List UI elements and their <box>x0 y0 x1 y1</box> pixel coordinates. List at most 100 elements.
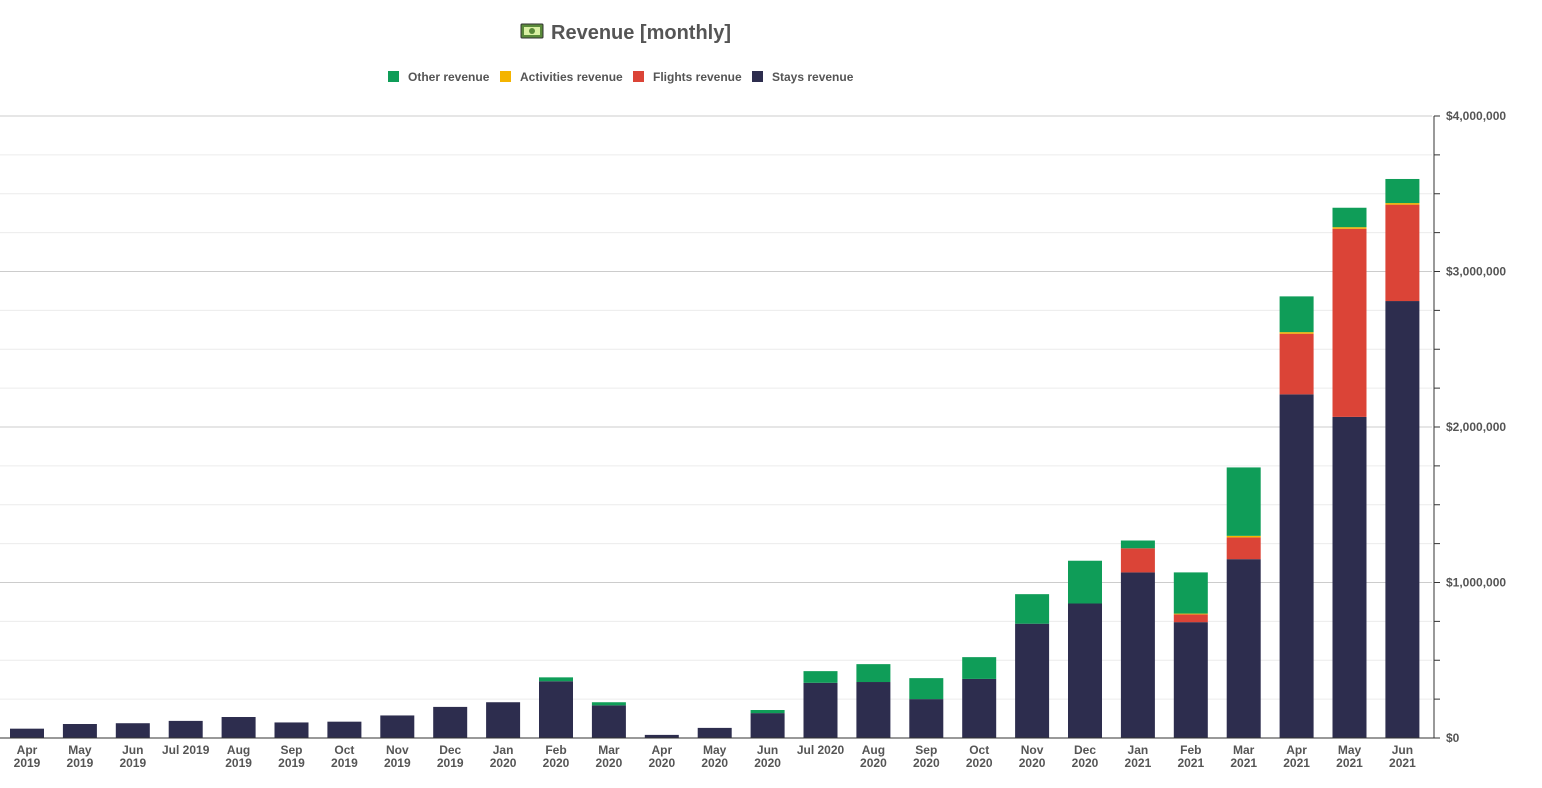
y-tick-label: $3,000,000 <box>1446 265 1506 279</box>
bar-segment-stays-revenue[interactable] <box>1120 572 1155 738</box>
bar-segment-flights-revenue[interactable] <box>1226 537 1261 560</box>
bar-segment-other-revenue[interactable] <box>909 678 944 700</box>
bar-segment-other-revenue[interactable] <box>1279 296 1314 333</box>
bar-segment-stays-revenue[interactable] <box>1226 559 1261 738</box>
legend-swatch <box>633 71 644 82</box>
bar-segment-stays-revenue[interactable] <box>62 724 97 738</box>
bar-segment-stays-revenue[interactable] <box>221 717 256 738</box>
bar-segment-stays-revenue[interactable] <box>856 682 891 738</box>
bar-segment-stays-revenue[interactable] <box>750 713 785 738</box>
bars <box>10 178 1420 738</box>
bar-segment-other-revenue[interactable] <box>962 657 997 679</box>
bar-segment-other-revenue[interactable] <box>1015 594 1050 624</box>
bar-segment-other-revenue[interactable] <box>1226 467 1261 536</box>
legend-item-activities-revenue[interactable]: Activities revenue <box>500 70 623 84</box>
bar-segment-stays-revenue[interactable] <box>1279 394 1314 738</box>
x-tick-label: Jan 2021 <box>1125 743 1152 770</box>
x-tick-label: Jul 2020 <box>797 743 845 757</box>
x-tick-label: Aug 2019 <box>225 743 252 770</box>
bar-segment-stays-revenue[interactable] <box>539 681 573 738</box>
bar-segment-stays-revenue[interactable] <box>274 722 309 738</box>
x-tick-label: Dec 2019 <box>437 743 464 770</box>
x-tick-label: Nov 2019 <box>384 743 411 770</box>
x-tick-label: Apr 2020 <box>648 743 675 770</box>
bar-segment-activities-revenue[interactable] <box>1226 535 1261 538</box>
x-tick-label: Jun 2021 <box>1389 743 1416 770</box>
legend-item-other-revenue[interactable]: Other revenue <box>388 70 490 84</box>
bar-segment-flights-revenue[interactable] <box>1385 204 1420 302</box>
bar-segment-other-revenue[interactable] <box>856 664 891 683</box>
bar-segment-stays-revenue[interactable] <box>486 702 521 738</box>
bar-segment-flights-revenue[interactable] <box>1332 228 1367 417</box>
bar-segment-other-revenue[interactable] <box>591 702 626 706</box>
bar-segment-other-revenue[interactable] <box>1385 178 1420 204</box>
bar-segment-other-revenue[interactable] <box>1332 207 1367 228</box>
bar-segment-flights-revenue[interactable] <box>1279 333 1314 395</box>
bar-segment-stays-revenue[interactable] <box>380 715 415 738</box>
x-tick-label: Sep 2020 <box>913 743 940 770</box>
legend-label: Other revenue <box>408 70 490 84</box>
x-tick-label: Oct 2020 <box>966 743 993 770</box>
legend-swatch <box>500 71 511 82</box>
legend-item-stays-revenue[interactable]: Stays revenue <box>752 70 854 84</box>
legend-label: Activities revenue <box>520 70 623 84</box>
x-tick-label: Apr 2019 <box>14 743 41 770</box>
bar-segment-activities-revenue[interactable] <box>1332 227 1367 229</box>
bar-segment-activities-revenue[interactable] <box>1279 332 1314 334</box>
bar-segment-stays-revenue[interactable] <box>1015 623 1050 738</box>
x-tick-label: May 2019 <box>67 743 94 770</box>
x-tick-label: Dec 2020 <box>1072 743 1099 770</box>
bar-segment-other-revenue[interactable] <box>750 710 785 714</box>
x-tick-label: Sep 2019 <box>278 743 305 770</box>
bar-segment-other-revenue[interactable] <box>1068 560 1102 604</box>
bar-segment-stays-revenue[interactable] <box>1385 301 1420 738</box>
y-tick-label: $1,000,000 <box>1446 576 1506 590</box>
bar-segment-other-revenue[interactable] <box>1173 572 1208 614</box>
bar-segment-stays-revenue[interactable] <box>1068 603 1102 738</box>
x-tick-label: Feb 2020 <box>543 743 570 770</box>
bar-segment-stays-revenue[interactable] <box>168 720 203 738</box>
bar-segment-stays-revenue[interactable] <box>909 699 944 738</box>
bar-segment-stays-revenue[interactable] <box>962 678 997 738</box>
y-tick-label: $2,000,000 <box>1446 420 1506 434</box>
bar-segment-flights-revenue[interactable] <box>1173 614 1208 623</box>
bar-segment-stays-revenue[interactable] <box>803 682 838 738</box>
y-axis: $0 $1,000,000 $2,000,000 $3,000,000 $4,000,0… <box>1433 109 1506 745</box>
legend-item-flights-revenue[interactable]: Flights revenue <box>633 70 742 84</box>
bar-segment-stays-revenue[interactable] <box>115 723 150 738</box>
bar-segment-other-revenue[interactable] <box>1120 540 1155 549</box>
legend-swatch <box>752 71 763 82</box>
legend-label: Stays revenue <box>772 70 854 84</box>
x-axis: Apr 2019 May 2019 Jun 2019 Jul 2019 Aug 2019 Sep 2… <box>0 737 1434 770</box>
legend: Other revenue Activities revenue Flights r… <box>388 70 854 84</box>
bar-segment-flights-revenue[interactable] <box>1120 548 1155 573</box>
chart-title: Revenue [monthly] <box>551 22 731 44</box>
legend-label: Flights revenue <box>653 70 742 84</box>
y-tick-label: $4,000,000 <box>1446 109 1506 123</box>
bar-segment-stays-revenue[interactable] <box>327 721 362 738</box>
x-tick-label: Jun 2020 <box>754 743 781 770</box>
bar-segment-other-revenue[interactable] <box>803 671 838 683</box>
chart-title-group: Revenue [monthly] <box>520 22 731 44</box>
x-tick-label: Feb 2021 <box>1177 743 1204 770</box>
bar-segment-stays-revenue[interactable] <box>591 705 626 738</box>
legend-swatch <box>388 71 399 82</box>
bar-segment-stays-revenue[interactable] <box>1332 416 1367 738</box>
y-tick-label: $0 <box>1446 731 1460 745</box>
bar-segment-activities-revenue[interactable] <box>1385 203 1420 205</box>
gridlines <box>0 115 1432 739</box>
bar-segment-stays-revenue[interactable] <box>1173 622 1208 738</box>
bar-segment-other-revenue[interactable] <box>539 677 573 682</box>
x-tick-label: Aug 2020 <box>860 743 887 770</box>
bar-segment-stays-revenue[interactable] <box>697 727 732 738</box>
bar-segment-activities-revenue[interactable] <box>1173 613 1208 615</box>
x-tick-label: Jul 2019 <box>162 743 210 757</box>
x-tick-label: Oct 2019 <box>331 743 358 770</box>
bar-segment-stays-revenue[interactable] <box>433 706 468 738</box>
x-tick-label: Nov 2020 <box>1019 743 1046 770</box>
x-tick-label: May 2020 <box>701 743 728 770</box>
bar-segment-stays-revenue[interactable] <box>644 734 679 738</box>
bar-segment-stays-revenue[interactable] <box>10 728 44 738</box>
